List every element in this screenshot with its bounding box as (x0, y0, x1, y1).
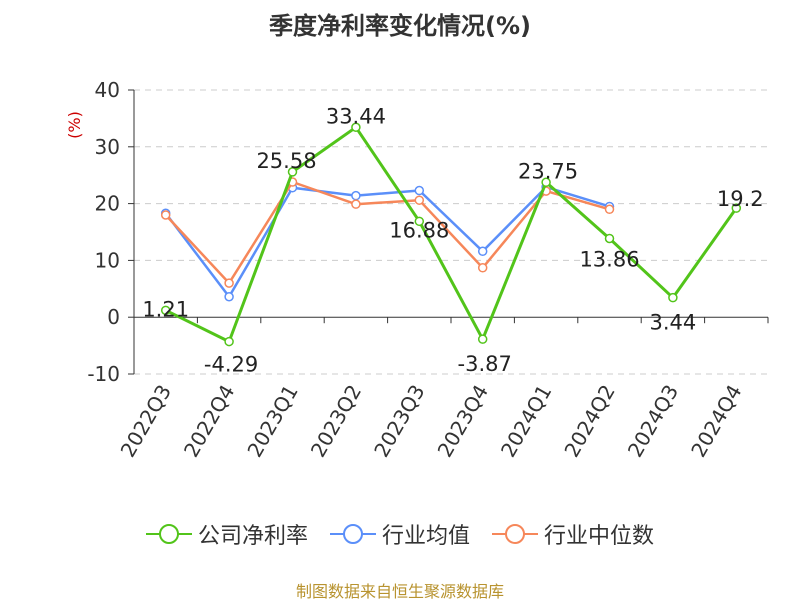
legend-dot-company (158, 524, 179, 544)
data-point (224, 336, 234, 347)
legend-label-company: 公司净利率 (197, 524, 308, 549)
y-tick-label: 40 (95, 78, 120, 102)
legend-marker-company (145, 523, 192, 545)
data-label: 1.21 (142, 297, 189, 321)
legend-marker-industry-mean (329, 523, 376, 545)
source-footer: 制图数据来自恒生聚源数据库 (295, 582, 504, 601)
x-tick-label: 2022Q3 (116, 381, 176, 462)
data-point (224, 292, 234, 302)
y-tick-label: 20 (95, 192, 120, 216)
legend-label-industry-mean: 行业均值 (381, 524, 470, 549)
y-tick-label: 0 (107, 305, 120, 329)
data-point (160, 210, 171, 220)
data-label: 16.88 (389, 218, 449, 242)
legend-item-industry-median[interactable]: 行业中位数 (492, 518, 654, 550)
x-tick-label: 2024Q1 (496, 381, 556, 462)
series-line-industry-median (164, 180, 610, 285)
x-tick-label: 2024Q3 (623, 381, 683, 462)
data-point (541, 177, 551, 188)
data-point (287, 167, 298, 177)
data-point (731, 203, 742, 213)
legend: 公司净利率 行业均值 行业中位数 (0, 518, 800, 550)
y-axis-label: (%) (65, 111, 84, 139)
series-line-industry-mean (164, 185, 610, 299)
data-point (477, 334, 488, 344)
legend-item-company[interactable]: 公司净利率 (145, 518, 308, 550)
data-point (668, 292, 678, 303)
data-point (351, 122, 361, 133)
y-tick-label: 10 (95, 248, 120, 272)
series-line-company (165, 125, 738, 344)
data-label: 25.58 (256, 149, 316, 173)
x-tick-label: 2024Q4 (686, 381, 746, 462)
data-point (477, 263, 488, 273)
y-tick-label: 30 (95, 135, 120, 159)
legend-dot-industry-median (505, 524, 525, 544)
data-point (414, 195, 425, 205)
legend-item-industry-mean[interactable]: 行业均值 (329, 518, 470, 550)
data-label: 13.86 (579, 247, 639, 271)
x-tick-label: 2024Q2 (559, 381, 619, 462)
data-point (160, 305, 171, 316)
chart-title: 季度净利率变化情况(%) (269, 12, 531, 40)
data-label: 3.44 (650, 311, 697, 335)
data-point (351, 190, 361, 201)
y-tick-label: -10 (87, 362, 120, 386)
legend-marker-industry-median (492, 523, 538, 545)
x-tick-label: 2023Q1 (242, 381, 302, 462)
data-label: -3.87 (458, 352, 512, 376)
x-tick-label: 2022Q4 (179, 381, 239, 462)
data-point (477, 246, 488, 257)
x-tick-label: 2023Q4 (433, 381, 493, 462)
legend-label-industry-median: 行业中位数 (544, 524, 655, 549)
x-tick-label: 2023Q2 (306, 381, 366, 462)
legend-dot-industry-mean (342, 524, 363, 544)
x-tick-label: 2023Q3 (369, 381, 429, 462)
data-point (604, 204, 615, 215)
data-label: 19.2 (717, 187, 764, 211)
data-point (351, 199, 361, 209)
data-point (224, 278, 234, 288)
data-point (414, 216, 425, 227)
data-point (414, 185, 425, 196)
data-label: 33.44 (326, 104, 386, 128)
data-label: 23.75 (518, 159, 578, 183)
data-point (604, 233, 615, 244)
data-label: -4.29 (204, 353, 258, 377)
